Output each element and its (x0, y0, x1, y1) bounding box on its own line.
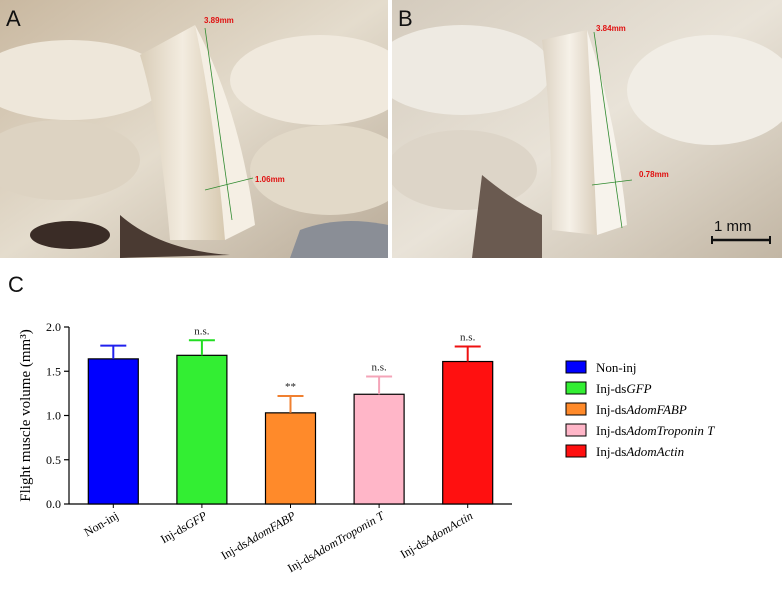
muscle-photo-b (392, 0, 782, 258)
legend-swatch-2 (565, 402, 587, 416)
legend-entry-prefix: Inj-ds (596, 381, 626, 396)
x-tick-label: Inj-dsAdomTroponin T (285, 508, 388, 575)
legend-swatch-1 (565, 381, 587, 395)
bar-1 (176, 354, 228, 505)
muscle-photo-a (0, 0, 388, 258)
length-measurement-a: 3.89mm (204, 16, 234, 25)
photo-panel-b: 3.84mm 0.78mm B 1 mm (392, 0, 782, 258)
legend-entry-3: Inj-dsAdomTroponin T (596, 423, 715, 438)
legend-entry-gene: AdomTroponin T (625, 423, 715, 438)
legend-entry-gene: GFP (626, 381, 651, 396)
photo-panel-a: 3.89mm 1.06mm A (0, 0, 388, 258)
x-tick-label-gene: AdomTroponin T (308, 508, 387, 562)
x-tick-label-gene: AdomFABP (242, 508, 299, 549)
legend-entry-gene: AdomFABP (625, 402, 686, 417)
significance-label: n.s. (460, 331, 476, 343)
x-tick-label-gene: AdomActin (421, 508, 475, 547)
y-tick-label: 1.5 (46, 364, 61, 378)
x-tick-label-gene: GFP (182, 508, 210, 532)
legend-entry-prefix: Non-inj (596, 360, 636, 375)
bar-2 (264, 412, 317, 505)
x-tick-label: Inj-dsAdomFABP (218, 508, 298, 562)
panel-label-b: B (398, 6, 413, 31)
y-tick-label: 2.0 (46, 320, 61, 334)
bar-3 (353, 393, 405, 505)
legend-entry-1: Inj-dsGFP (596, 381, 652, 396)
legend-entry-prefix: Inj-ds (596, 402, 626, 417)
legend-entry-prefix: Inj-ds (596, 444, 626, 459)
width-measurement-a: 1.06mm (255, 175, 285, 184)
legend-swatch-3 (565, 423, 587, 437)
legend-swatch-0 (565, 360, 587, 374)
y-tick-label: 0.0 (46, 497, 61, 511)
y-tick-label: 1.0 (46, 409, 61, 423)
flight-muscle-bar-chart: 0.0 0.5 1.0 1.5 2.0 Flight muscle volume (mm³… (18, 320, 715, 575)
width-measurement-b: 0.78mm (639, 170, 669, 179)
panel-label-c: C (8, 272, 24, 297)
legend-swatch-4 (565, 444, 587, 458)
x-tick-label: Non-inj (81, 508, 120, 539)
length-measurement-b: 3.84mm (596, 24, 626, 33)
y-tick-label: 0.5 (46, 453, 61, 467)
legend-entry-gene: AdomActin (625, 444, 684, 459)
legend-entry-prefix: Inj-ds (596, 423, 626, 438)
legend-entry-2: Inj-dsAdomFABP (596, 402, 687, 417)
bar-0 (87, 358, 139, 505)
significance-label: ** (285, 381, 296, 393)
significance-label: n.s. (371, 362, 387, 374)
x-tick-label: Inj-dsAdomActin (398, 508, 475, 561)
significance-label: n.s. (194, 325, 210, 337)
legend-entry-4: Inj-dsAdomActin (596, 444, 684, 459)
x-tick-label: Inj-dsGFP (158, 508, 210, 546)
bar-4 (442, 360, 494, 505)
y-axis-label: Flight muscle volume (mm³) (18, 329, 34, 501)
scale-bar-label: 1 mm (714, 218, 752, 235)
x-tick-label-prefix: Non-inj (81, 508, 120, 539)
legend-entry-0: Non-inj (596, 360, 636, 375)
panel-label-a: A (6, 6, 21, 31)
